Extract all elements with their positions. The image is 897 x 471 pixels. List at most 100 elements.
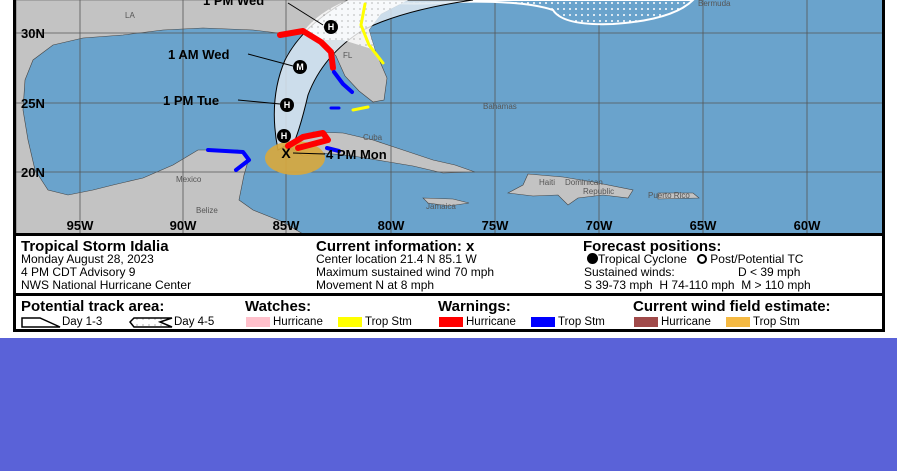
ts-warning-yucatan: [206, 148, 251, 172]
lat-label: 30N: [21, 26, 45, 41]
place-label: Cuba: [363, 133, 383, 142]
ts-warning-cuba: [325, 146, 341, 153]
point-label: 1 PM Wed: [203, 0, 264, 8]
max-wind: Maximum sustained wind 70 mph: [316, 265, 495, 279]
forecast-point-icon: [277, 129, 291, 143]
track-leaders: [237, 2, 326, 155]
wind-field-title: Current wind field estimate:: [633, 298, 831, 315]
point-symbol: H: [281, 131, 288, 141]
map-svg: 1 PM Wed 1 AM Wed 1 PM Tue 4 PM Mon H M …: [15, 0, 888, 235]
key-label: Hurricane: [273, 316, 323, 328]
storm-title: Tropical Storm Idalia: [21, 238, 169, 255]
land-hispaniola: [507, 173, 634, 206]
legend-panel: Tropical Storm Idalia Monday August 28, …: [13, 233, 885, 332]
lon-label: 95W: [67, 218, 94, 233]
place-label: FL: [343, 51, 353, 60]
key-label: Day 1-3: [62, 316, 103, 329]
lon-label: 75W: [482, 218, 509, 233]
key-label: Trop Stm: [365, 316, 412, 328]
current-info-title: Current information: x: [316, 238, 474, 255]
x-icon: x: [466, 238, 475, 255]
watches-title: Watches:: [245, 298, 312, 315]
place-labels: LA FL Bahamas Cuba Mexico Belize Jamaica…: [125, 0, 731, 215]
place-label: Bermuda: [698, 0, 731, 8]
forecast-point-icon: [293, 60, 307, 74]
place-label: Republic: [583, 187, 614, 196]
swatch: [246, 316, 270, 327]
point-label: 1 PM Tue: [163, 93, 219, 108]
current-info-label: Current information:: [316, 238, 466, 255]
place-label: LA: [125, 11, 135, 20]
hurricane-warning-cuba: [285, 130, 331, 151]
place-label: Dominican: [565, 178, 603, 187]
point-symbol: H: [328, 22, 335, 32]
land-puerto-rico: [657, 192, 700, 200]
issuing-center: NWS National Hurricane Center: [21, 278, 192, 292]
swatch: [531, 316, 555, 327]
hurricane-wind-key: Hurricane: [634, 316, 711, 328]
swatch: [338, 316, 362, 327]
key-label: Hurricane: [466, 316, 516, 328]
wind-ranges: S 39-73 mph H 74-110 mph M > 110 mph: [584, 279, 811, 292]
lat-label: 25N: [21, 96, 45, 111]
legend-divider: [16, 293, 882, 296]
lon-labels: 95W 90W 85W 80W 75W 70W 65W 60W: [67, 218, 821, 233]
place-label: Puerto Rico: [648, 191, 690, 200]
lon-label: 70W: [586, 218, 613, 233]
point-symbol: H: [284, 100, 291, 110]
h-range: H 74-110 mph: [659, 278, 735, 292]
ts-watch-key: Trop Stm: [338, 316, 412, 328]
lon-label: 90W: [170, 218, 197, 233]
d-range: D < 39 mph: [738, 265, 801, 279]
forecast-point-icon: [324, 20, 338, 34]
open-circle-icon: [696, 254, 707, 264]
swatch: [634, 316, 658, 327]
track-area-title: Potential track area:: [21, 298, 165, 315]
place-label: Mexico: [176, 175, 202, 184]
forecast-point-icon: [280, 98, 294, 112]
land-jamaica: [422, 197, 470, 207]
point-symbol: M: [296, 62, 304, 72]
point-label: 4 PM Mon: [326, 147, 387, 162]
center-location: Center location 21.4 N 85.1 W: [316, 252, 477, 266]
ts-wind-key: Trop Stm: [726, 316, 800, 328]
forecast-positions-title: Forecast positions:: [583, 238, 722, 255]
key-label: Hurricane: [661, 316, 711, 328]
cone-dotted-land: [303, 0, 408, 50]
lon-label: 80W: [378, 218, 405, 233]
advisory-date: Monday August 28, 2023: [21, 252, 154, 266]
forecast-graphic: 1 PM Wed 1 AM Wed 1 PM Tue 4 PM Mon H M …: [0, 0, 897, 338]
hurricane-warning-florida: [277, 28, 336, 71]
ts-wind-field: [265, 141, 325, 175]
cone-day45-icon: [128, 317, 173, 328]
ts-warning-florida: [332, 70, 354, 94]
movement: Movement N at 8 mph: [316, 278, 435, 292]
place-label: Belize: [196, 206, 218, 215]
hurricane-warning-key: Hurricane: [439, 316, 516, 328]
place-label: Bahamas: [483, 102, 517, 111]
filled-circle-icon: [587, 253, 598, 264]
graticule: [16, 0, 888, 234]
point-label: 1 AM Wed: [168, 47, 229, 62]
swatch: [439, 316, 463, 327]
warnings-title: Warnings:: [438, 298, 511, 315]
place-label: Haiti: [539, 178, 555, 187]
lat-labels: 30N 25N 20N: [21, 26, 45, 180]
m-range: M > 110 mph: [741, 278, 811, 292]
ts-watch-keys: [351, 105, 370, 112]
forecast-map: 1 PM Wed 1 AM Wed 1 PM Tue 4 PM Mon H M …: [13, 0, 888, 235]
swatch: [726, 316, 750, 327]
lat-label: 20N: [21, 165, 45, 180]
ts-watch-florida-east: [359, 2, 385, 65]
key-label: Trop Stm: [753, 316, 800, 328]
cone-day13-icon: [21, 317, 61, 328]
key-label: Day 4-5: [174, 316, 215, 329]
lon-label: 65W: [690, 218, 717, 233]
current-position-x-icon: X: [281, 145, 291, 161]
advisory-number: 4 PM CDT Advisory 9: [21, 265, 136, 279]
key-label: Post/Potential TC: [710, 252, 804, 266]
day13-key: Day 1-3: [20, 316, 102, 328]
place-label: Jamaica: [426, 202, 456, 211]
ts-warning-key: Trop Stm: [531, 316, 605, 328]
lon-label: 85W: [273, 218, 300, 233]
